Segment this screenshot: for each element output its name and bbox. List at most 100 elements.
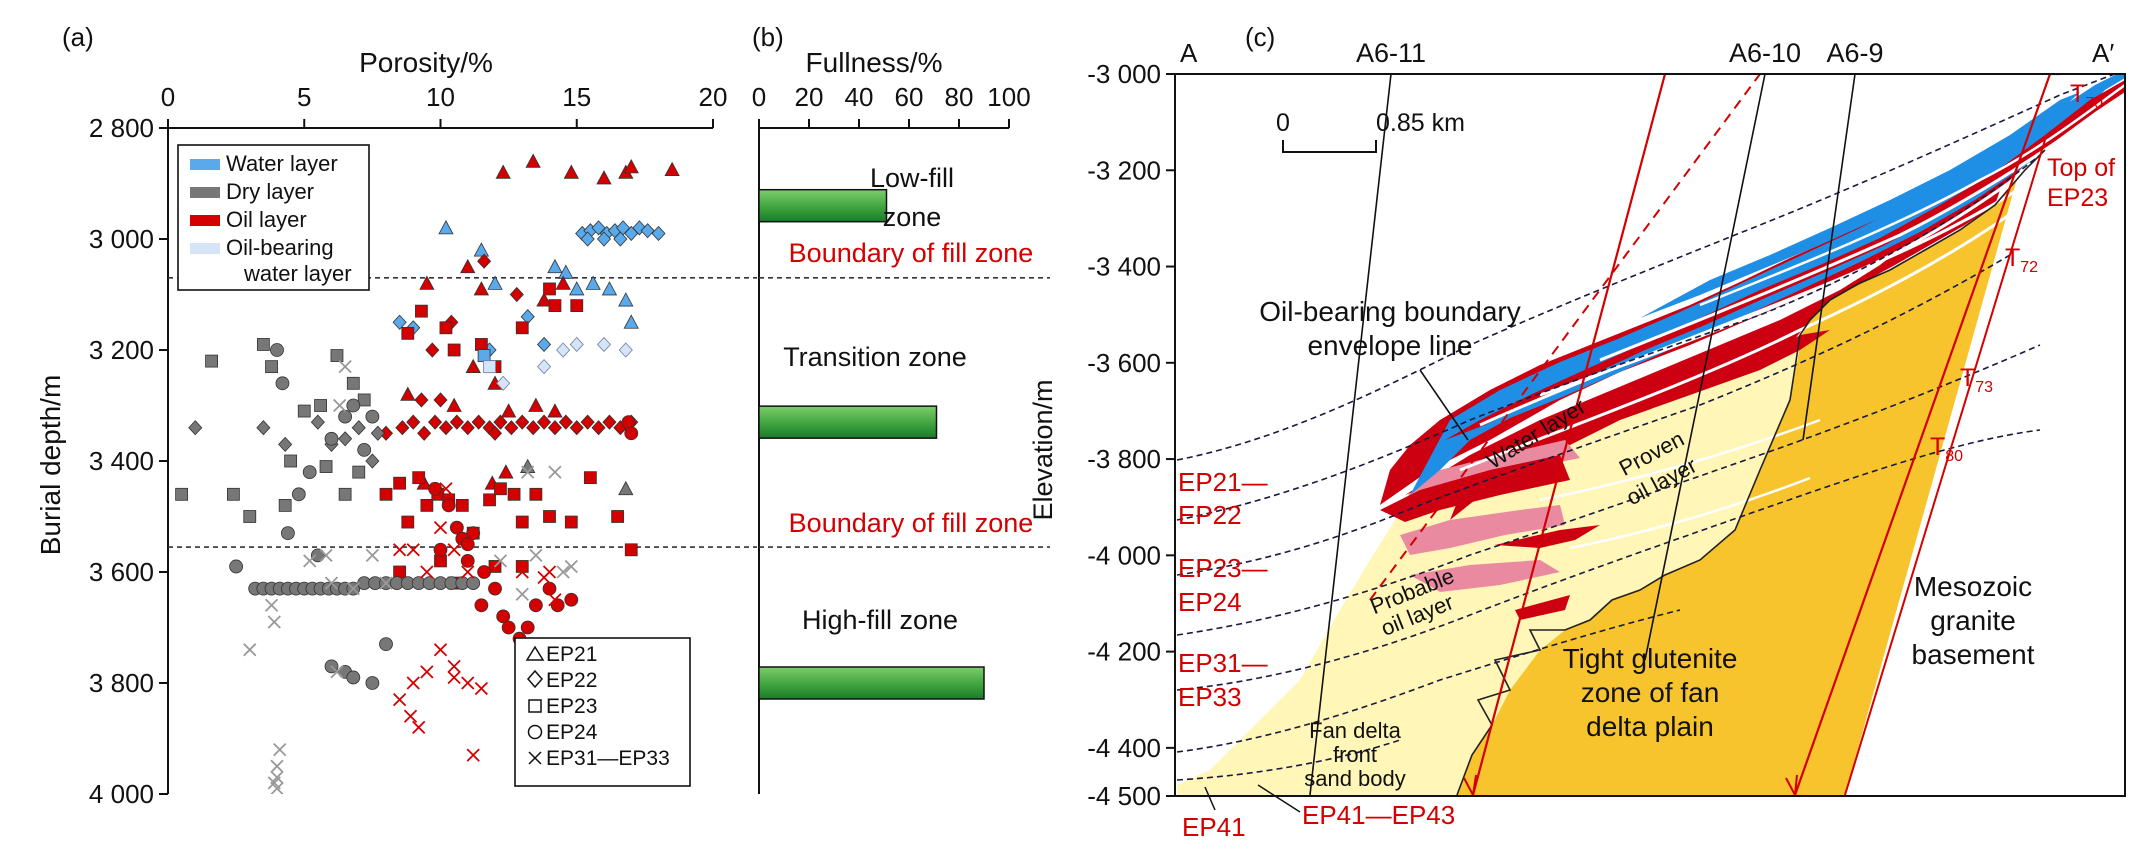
cross-point bbox=[515, 587, 529, 601]
porosity-tick-label: 0 bbox=[161, 82, 175, 112]
square-point bbox=[330, 349, 344, 362]
diamond-point bbox=[651, 225, 666, 242]
surface-t80-label: T80 bbox=[1930, 433, 1963, 465]
square-point bbox=[583, 471, 597, 485]
unit-ep41-ep43-label: EP41—EP43 bbox=[1302, 800, 1455, 830]
diamond-point bbox=[537, 359, 552, 375]
square-marker-icon bbox=[528, 699, 542, 713]
scale-zero-label: 0 bbox=[1276, 109, 1290, 137]
oil-bearing-water-layer-swatch bbox=[190, 243, 220, 254]
oil-layer-upper-band bbox=[1445, 80, 2125, 440]
diamond-point bbox=[425, 342, 440, 358]
cross-point bbox=[273, 742, 287, 757]
diamond-point bbox=[504, 420, 519, 436]
well-a6-10-label: A6-10 bbox=[1729, 38, 1801, 68]
fullness-tick-label: 40 bbox=[845, 82, 874, 112]
surface-t72-label: T72 bbox=[2005, 244, 2038, 276]
cross-point bbox=[474, 681, 489, 696]
square-point bbox=[420, 498, 434, 512]
diamond-point bbox=[537, 414, 552, 430]
circle-point bbox=[550, 598, 565, 613]
circle-point bbox=[357, 442, 372, 457]
dry-layer-swatch bbox=[190, 187, 220, 198]
cross-point bbox=[267, 776, 281, 790]
fullness-ticks: 0 20 40 60 80 100 bbox=[752, 82, 1031, 128]
cross-point bbox=[461, 565, 475, 579]
envelope-line-label-2: envelope line bbox=[1307, 330, 1472, 361]
triangle-point bbox=[664, 161, 680, 177]
triangle-point bbox=[473, 281, 490, 296]
cross-point bbox=[319, 548, 333, 562]
triangle-point bbox=[525, 153, 541, 168]
top-of-ep23-label: Top of bbox=[2047, 154, 2115, 182]
horizon-t73 bbox=[1176, 344, 2041, 636]
cross-point bbox=[392, 543, 407, 557]
square-point bbox=[284, 454, 298, 468]
transition-zone-label: Transition zone bbox=[783, 342, 967, 372]
square-point bbox=[243, 510, 257, 523]
diamond-point bbox=[428, 414, 443, 430]
horizon-t70 bbox=[1176, 74, 2117, 461]
cross-point bbox=[330, 665, 344, 679]
triangle-point bbox=[400, 386, 416, 401]
diamond-point bbox=[449, 414, 464, 430]
oil-layer-label: Oil layer bbox=[226, 207, 307, 232]
fault-arrow-2 bbox=[1785, 774, 1798, 796]
square-point bbox=[393, 565, 407, 579]
triangle-point bbox=[498, 464, 514, 479]
elevation-tick-label: -3 200 bbox=[1087, 155, 1161, 185]
diamond-point bbox=[509, 286, 524, 303]
cross-point bbox=[270, 759, 284, 773]
elevation-tick-label: -4 400 bbox=[1087, 733, 1161, 763]
unit-ep21-ep22-label: EP21— bbox=[1178, 467, 1268, 497]
diamond-point bbox=[596, 336, 612, 353]
marker-legend: EP21 EP22 EP23 EP24 EP31—EP33 bbox=[514, 637, 691, 787]
triangle-point bbox=[460, 258, 476, 274]
cross-point bbox=[548, 593, 562, 607]
square-point bbox=[515, 515, 529, 529]
well-a6-10-trace bbox=[1644, 74, 1766, 661]
water-layer-body bbox=[1410, 74, 2125, 495]
fault-arrow-1 bbox=[1463, 774, 1477, 796]
square-point bbox=[570, 299, 584, 313]
scale-distance-label: 0.85 km bbox=[1376, 109, 1465, 137]
fullness-tick-label: 80 bbox=[945, 82, 974, 112]
oil-layer-swatch bbox=[190, 215, 220, 226]
diamond-point bbox=[338, 431, 353, 447]
square-point bbox=[494, 482, 507, 496]
triangle-point bbox=[618, 292, 634, 307]
square-point bbox=[611, 510, 625, 523]
circle-point bbox=[474, 598, 489, 613]
glutenite-zone-label-3: delta plain bbox=[1586, 711, 1714, 742]
cross-point bbox=[267, 615, 281, 629]
diamond-point bbox=[515, 414, 530, 430]
elevation-tick-label: -4 200 bbox=[1087, 637, 1161, 667]
circle-point bbox=[564, 592, 579, 607]
circle-point bbox=[302, 465, 317, 480]
panel-b: (b) Fullness/% 0 20 40 60 80 100 Low-fill zon… bbox=[752, 22, 1050, 794]
diamond-point bbox=[596, 231, 612, 247]
triangle-point bbox=[419, 275, 435, 290]
ep41-leader bbox=[1204, 786, 1216, 811]
porosity-axis-title: Porosity/% bbox=[359, 47, 493, 78]
triangle-point bbox=[547, 258, 563, 274]
ep41-ep43-leader bbox=[1257, 784, 1301, 813]
fullness-bar bbox=[758, 188, 888, 223]
panel-b-label: (b) bbox=[752, 22, 784, 52]
triangle-point bbox=[500, 403, 517, 418]
elevation-axis-title: Elevation/m bbox=[1028, 379, 1058, 520]
square-point bbox=[346, 376, 360, 390]
basement-label: Mesozoic bbox=[1914, 571, 2032, 602]
cross-point bbox=[433, 643, 448, 657]
diamond-point bbox=[417, 425, 432, 441]
oil-bearing-water-layer-label: Oil-bearing bbox=[226, 235, 334, 260]
panel-a-label: (a) bbox=[62, 22, 94, 52]
panel-c: (c) A A′ Elevation/m -3 000-3 200-3 400-… bbox=[1028, 22, 2126, 842]
fullness-tick-label: 20 bbox=[795, 82, 824, 112]
triangle-point bbox=[555, 275, 571, 290]
cross-point bbox=[447, 659, 461, 673]
diamond-point bbox=[618, 342, 633, 358]
cross-point bbox=[420, 665, 434, 679]
diamond-point bbox=[188, 420, 203, 436]
triangle-point bbox=[465, 358, 481, 374]
